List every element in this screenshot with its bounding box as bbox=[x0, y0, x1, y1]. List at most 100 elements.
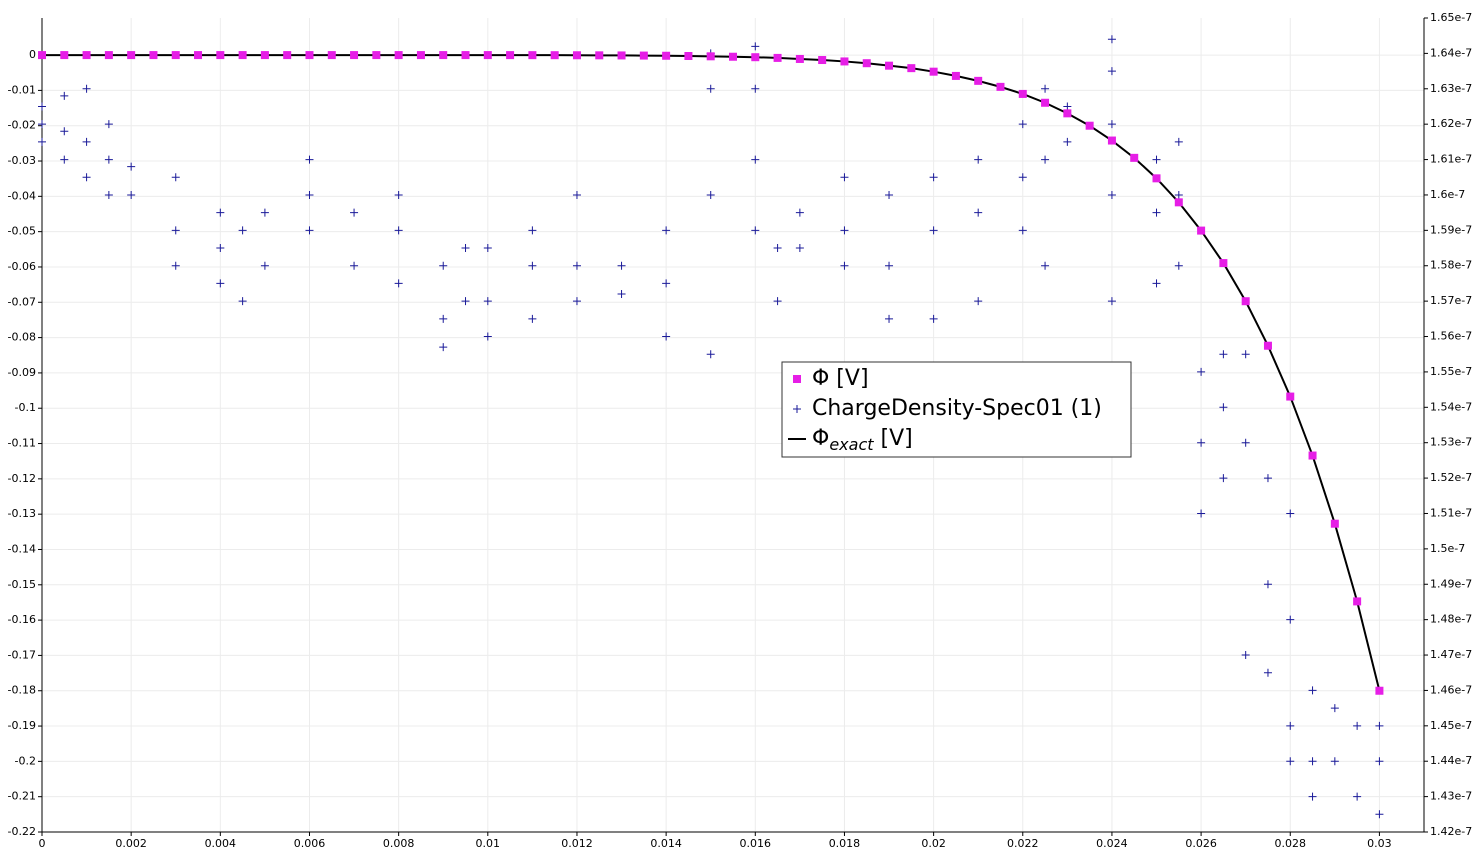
x-tick-label: 0.018 bbox=[829, 837, 861, 850]
phi-marker bbox=[60, 51, 69, 60]
y-tick-label: -0.02 bbox=[8, 119, 36, 132]
charge-marker bbox=[885, 314, 894, 323]
phi-marker bbox=[1375, 686, 1384, 695]
charge-marker bbox=[350, 261, 359, 270]
charge-marker bbox=[1174, 137, 1183, 146]
charge-marker bbox=[171, 261, 180, 270]
y-tick-label: -0.03 bbox=[8, 154, 36, 167]
charge-marker bbox=[127, 190, 136, 199]
y2-tick-label: 1.47e-7 bbox=[1430, 648, 1472, 661]
charge-marker bbox=[840, 173, 849, 182]
charge-marker bbox=[1063, 137, 1072, 146]
x-tick-label: 0.026 bbox=[1185, 837, 1217, 850]
phi-marker bbox=[1330, 519, 1339, 528]
charge-marker bbox=[1375, 757, 1384, 766]
charge-marker bbox=[394, 190, 403, 199]
phi-marker bbox=[662, 51, 671, 60]
x-tick-label: 0 bbox=[39, 837, 46, 850]
phi-marker bbox=[483, 51, 492, 60]
phi-marker bbox=[283, 51, 292, 60]
legend-label: Φ [V] bbox=[812, 366, 869, 391]
charge-marker bbox=[617, 290, 626, 299]
charge-marker bbox=[929, 173, 938, 182]
y2-tick-label: 1.5e-7 bbox=[1430, 542, 1465, 555]
x-tick-label: 0.03 bbox=[1367, 837, 1392, 850]
x-tick-label: 0.004 bbox=[205, 837, 237, 850]
charge-marker bbox=[617, 261, 626, 270]
charge-marker bbox=[1241, 350, 1250, 359]
phi-marker bbox=[840, 57, 849, 66]
x-tick-label: 0.014 bbox=[650, 837, 682, 850]
phi-marker bbox=[127, 51, 136, 60]
phi-marker bbox=[38, 51, 46, 60]
phi-marker bbox=[751, 53, 760, 62]
phi-marker bbox=[528, 51, 537, 60]
phi-marker bbox=[506, 51, 515, 60]
phi-marker bbox=[1152, 174, 1161, 183]
charge-marker bbox=[1107, 190, 1116, 199]
phi-marker bbox=[1130, 153, 1139, 162]
phi-marker bbox=[729, 52, 737, 61]
phi-marker bbox=[327, 51, 336, 60]
charge-marker bbox=[1286, 757, 1295, 766]
charge-marker bbox=[974, 208, 983, 217]
charge-marker bbox=[1174, 190, 1183, 199]
charge-marker bbox=[60, 91, 69, 100]
y2-tick-label: 1.53e-7 bbox=[1430, 436, 1472, 449]
charge-marker bbox=[706, 190, 715, 199]
y2-tick-label: 1.43e-7 bbox=[1430, 790, 1472, 803]
phi-marker bbox=[104, 51, 113, 60]
y2-tick-label: 1.55e-7 bbox=[1430, 365, 1472, 378]
y2-tick-label: 1.61e-7 bbox=[1430, 153, 1472, 166]
x-tick-label: 0.01 bbox=[476, 837, 501, 850]
charge-marker bbox=[238, 226, 247, 235]
y2-tick-label: 1.64e-7 bbox=[1430, 46, 1472, 59]
charge-marker bbox=[305, 155, 314, 164]
phi-marker bbox=[305, 51, 314, 60]
charge-marker bbox=[439, 314, 448, 323]
charge-marker bbox=[751, 155, 760, 164]
charge-marker bbox=[929, 314, 938, 323]
charge-marker bbox=[1174, 261, 1183, 270]
y2-tick-label: 1.49e-7 bbox=[1430, 577, 1472, 590]
phi-marker bbox=[1308, 451, 1317, 460]
phi-marker bbox=[1018, 89, 1027, 98]
phi-marker bbox=[394, 51, 403, 60]
charge-marker bbox=[216, 208, 225, 217]
phi-marker bbox=[929, 67, 938, 76]
phi-marker bbox=[862, 59, 871, 68]
charge-marker bbox=[1263, 668, 1272, 677]
phi-marker bbox=[907, 64, 916, 73]
charge-marker bbox=[1107, 120, 1116, 129]
charge-marker bbox=[751, 84, 760, 93]
charge-marker bbox=[572, 297, 581, 306]
legend-label-part: Φ bbox=[812, 426, 829, 451]
y-tick-label: -0.18 bbox=[8, 684, 36, 697]
charge-marker bbox=[662, 332, 671, 341]
y-tick-label: -0.17 bbox=[8, 648, 36, 661]
phi-marker bbox=[1085, 121, 1094, 130]
charge-marker bbox=[60, 155, 69, 164]
x-tick-label: 0.012 bbox=[561, 837, 593, 850]
charge-marker bbox=[38, 102, 46, 111]
charge-marker bbox=[1152, 279, 1161, 288]
charge-marker bbox=[572, 190, 581, 199]
phi-marker bbox=[1107, 136, 1116, 145]
phi-marker bbox=[639, 51, 648, 60]
charge-marker bbox=[439, 343, 448, 352]
charge-marker bbox=[528, 314, 537, 323]
legend-marker bbox=[793, 375, 801, 383]
y-tick-label: -0.06 bbox=[8, 260, 36, 273]
phi-marker bbox=[194, 51, 203, 60]
y-tick-label: -0.22 bbox=[8, 825, 36, 838]
charge-marker bbox=[82, 84, 91, 93]
y2-tick-label: 1.65e-7 bbox=[1430, 11, 1472, 24]
charge-marker bbox=[1107, 297, 1116, 306]
charge-marker bbox=[1041, 261, 1050, 270]
charge-marker bbox=[38, 120, 46, 129]
y-tick-label: -0.07 bbox=[8, 295, 36, 308]
charge-marker bbox=[439, 261, 448, 270]
charge-marker bbox=[1375, 810, 1384, 819]
charge-marker bbox=[171, 173, 180, 182]
charge-marker bbox=[885, 261, 894, 270]
